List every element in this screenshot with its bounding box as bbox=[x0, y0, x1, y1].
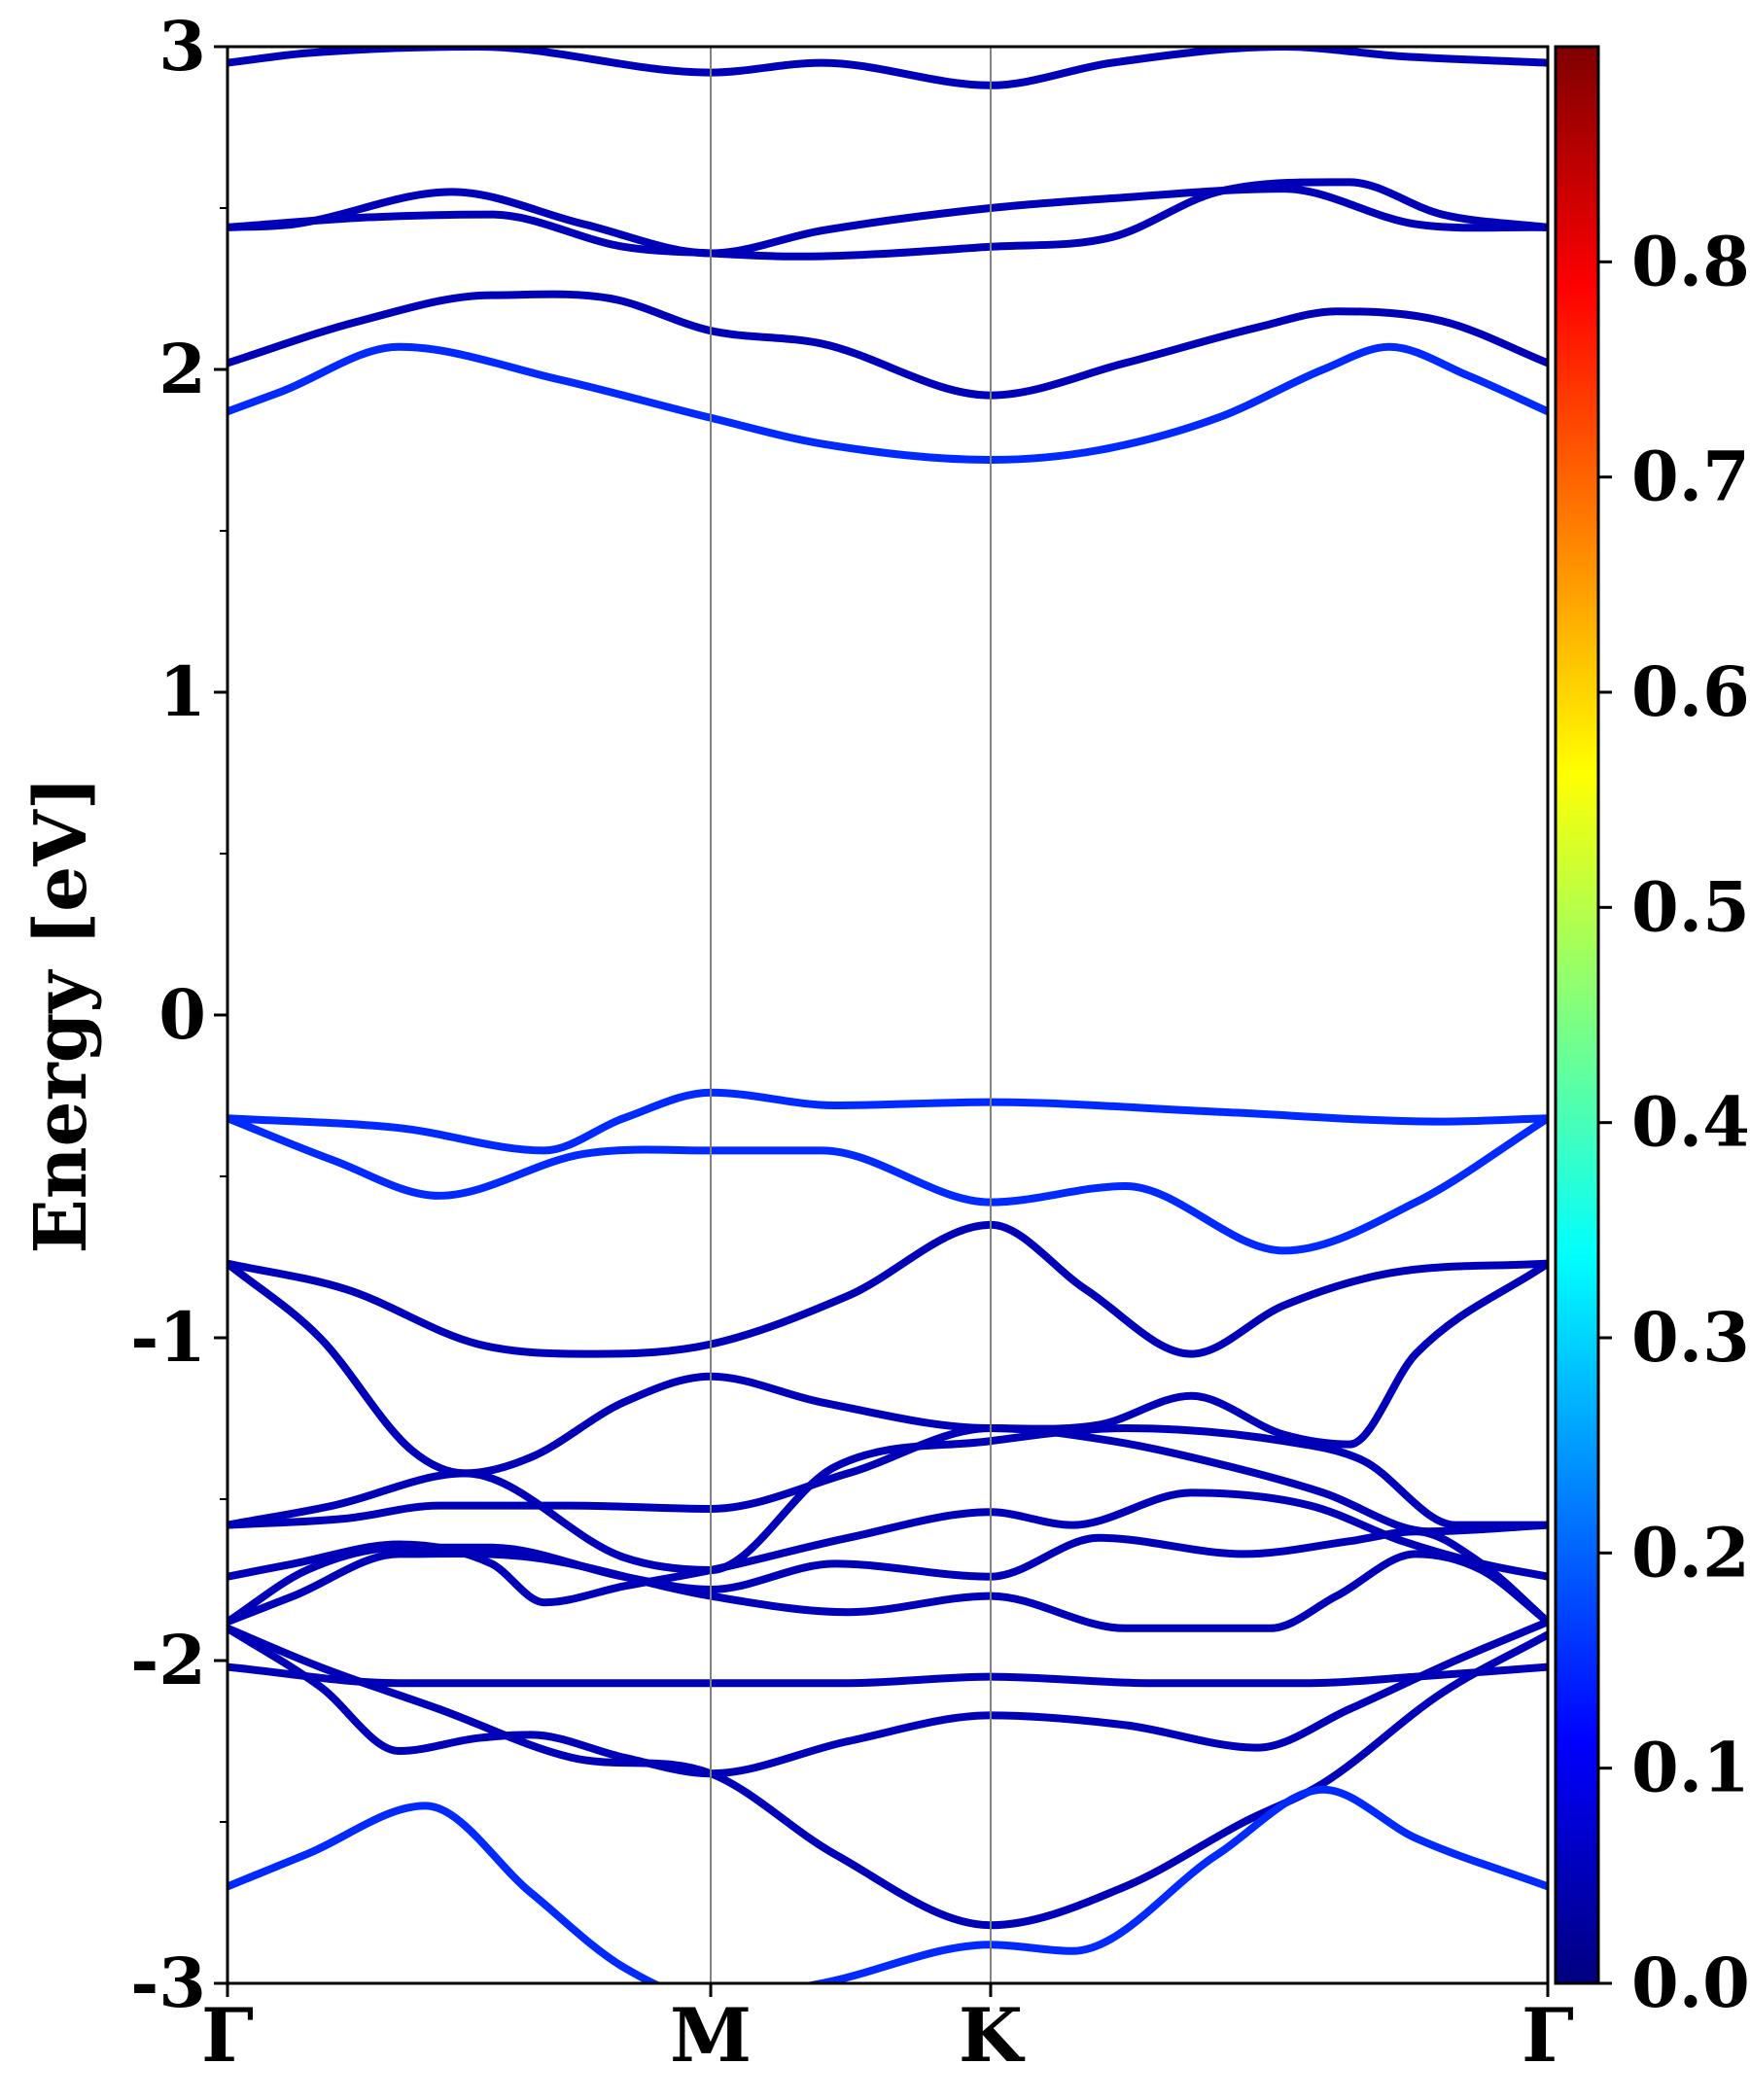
band-lines bbox=[228, 47, 1548, 1983]
band-line-4 bbox=[228, 290, 1548, 400]
band-line-5 bbox=[228, 342, 1548, 465]
colorbar bbox=[1554, 45, 1600, 1985]
band-line-7 bbox=[228, 1114, 1548, 1255]
y-tick-label: -1 bbox=[130, 1297, 206, 1378]
y-tick-label: 1 bbox=[158, 651, 206, 732]
colorbar-tick-label: 0.0 bbox=[1631, 1942, 1750, 2023]
colorbar-ticks: 0.0 0.1 0.2 0.3 0.4 0.5 0.6 0.7 0.8 bbox=[1598, 221, 1750, 2023]
y-axis-label: Energy [eV] bbox=[19, 776, 103, 1253]
kpoint-separators bbox=[710, 47, 992, 1983]
band-line-14 bbox=[228, 1550, 1548, 1632]
y-tick-label: 2 bbox=[158, 329, 206, 409]
band-line-17 bbox=[228, 1624, 1548, 1930]
colorbar-tick-label: 0.5 bbox=[1631, 866, 1750, 947]
colorbar-tick-label: 0.7 bbox=[1631, 437, 1750, 517]
band-line-16 bbox=[228, 1618, 1548, 1778]
band-line-2 bbox=[228, 185, 1548, 258]
colorbar-tick-label: 0.4 bbox=[1631, 1082, 1750, 1163]
band-line-18 bbox=[228, 1785, 1548, 1983]
band-line-10 bbox=[228, 1423, 1548, 1575]
y-tick-label: 0 bbox=[158, 974, 206, 1055]
plot-frame bbox=[226, 45, 1550, 1985]
band-line-3 bbox=[228, 178, 1548, 261]
band-line-15 bbox=[228, 1662, 1548, 1688]
x-tick-label: Γ bbox=[201, 1992, 254, 2079]
colorbar-tick-label: 0.6 bbox=[1631, 651, 1750, 732]
x-tick-label: Γ bbox=[1522, 1992, 1574, 2079]
x-tick-label: M bbox=[670, 1992, 752, 2079]
band-line-13 bbox=[228, 1527, 1548, 1627]
band-line-6 bbox=[228, 1088, 1548, 1155]
y-tick-label: -2 bbox=[130, 1620, 206, 1700]
y-tick-label: 3 bbox=[158, 6, 206, 87]
band-line-9 bbox=[228, 1259, 1548, 1478]
colorbar-tick-label: 0.2 bbox=[1631, 1512, 1750, 1592]
colorbar-tick-label: 0.8 bbox=[1631, 221, 1750, 301]
colorbar-tick-label: 0.3 bbox=[1631, 1297, 1750, 1378]
y-axis: -3 -2 -1 0 1 2 3 bbox=[130, 6, 228, 2023]
band-line-11 bbox=[228, 1423, 1548, 1536]
x-tick-label: K bbox=[959, 1992, 1026, 2079]
band-line-1 bbox=[228, 47, 1548, 89]
band-line-8 bbox=[228, 1220, 1548, 1358]
y-tick-label: -3 bbox=[130, 1942, 206, 2023]
colorbar-tick-label: 0.1 bbox=[1631, 1728, 1750, 1808]
